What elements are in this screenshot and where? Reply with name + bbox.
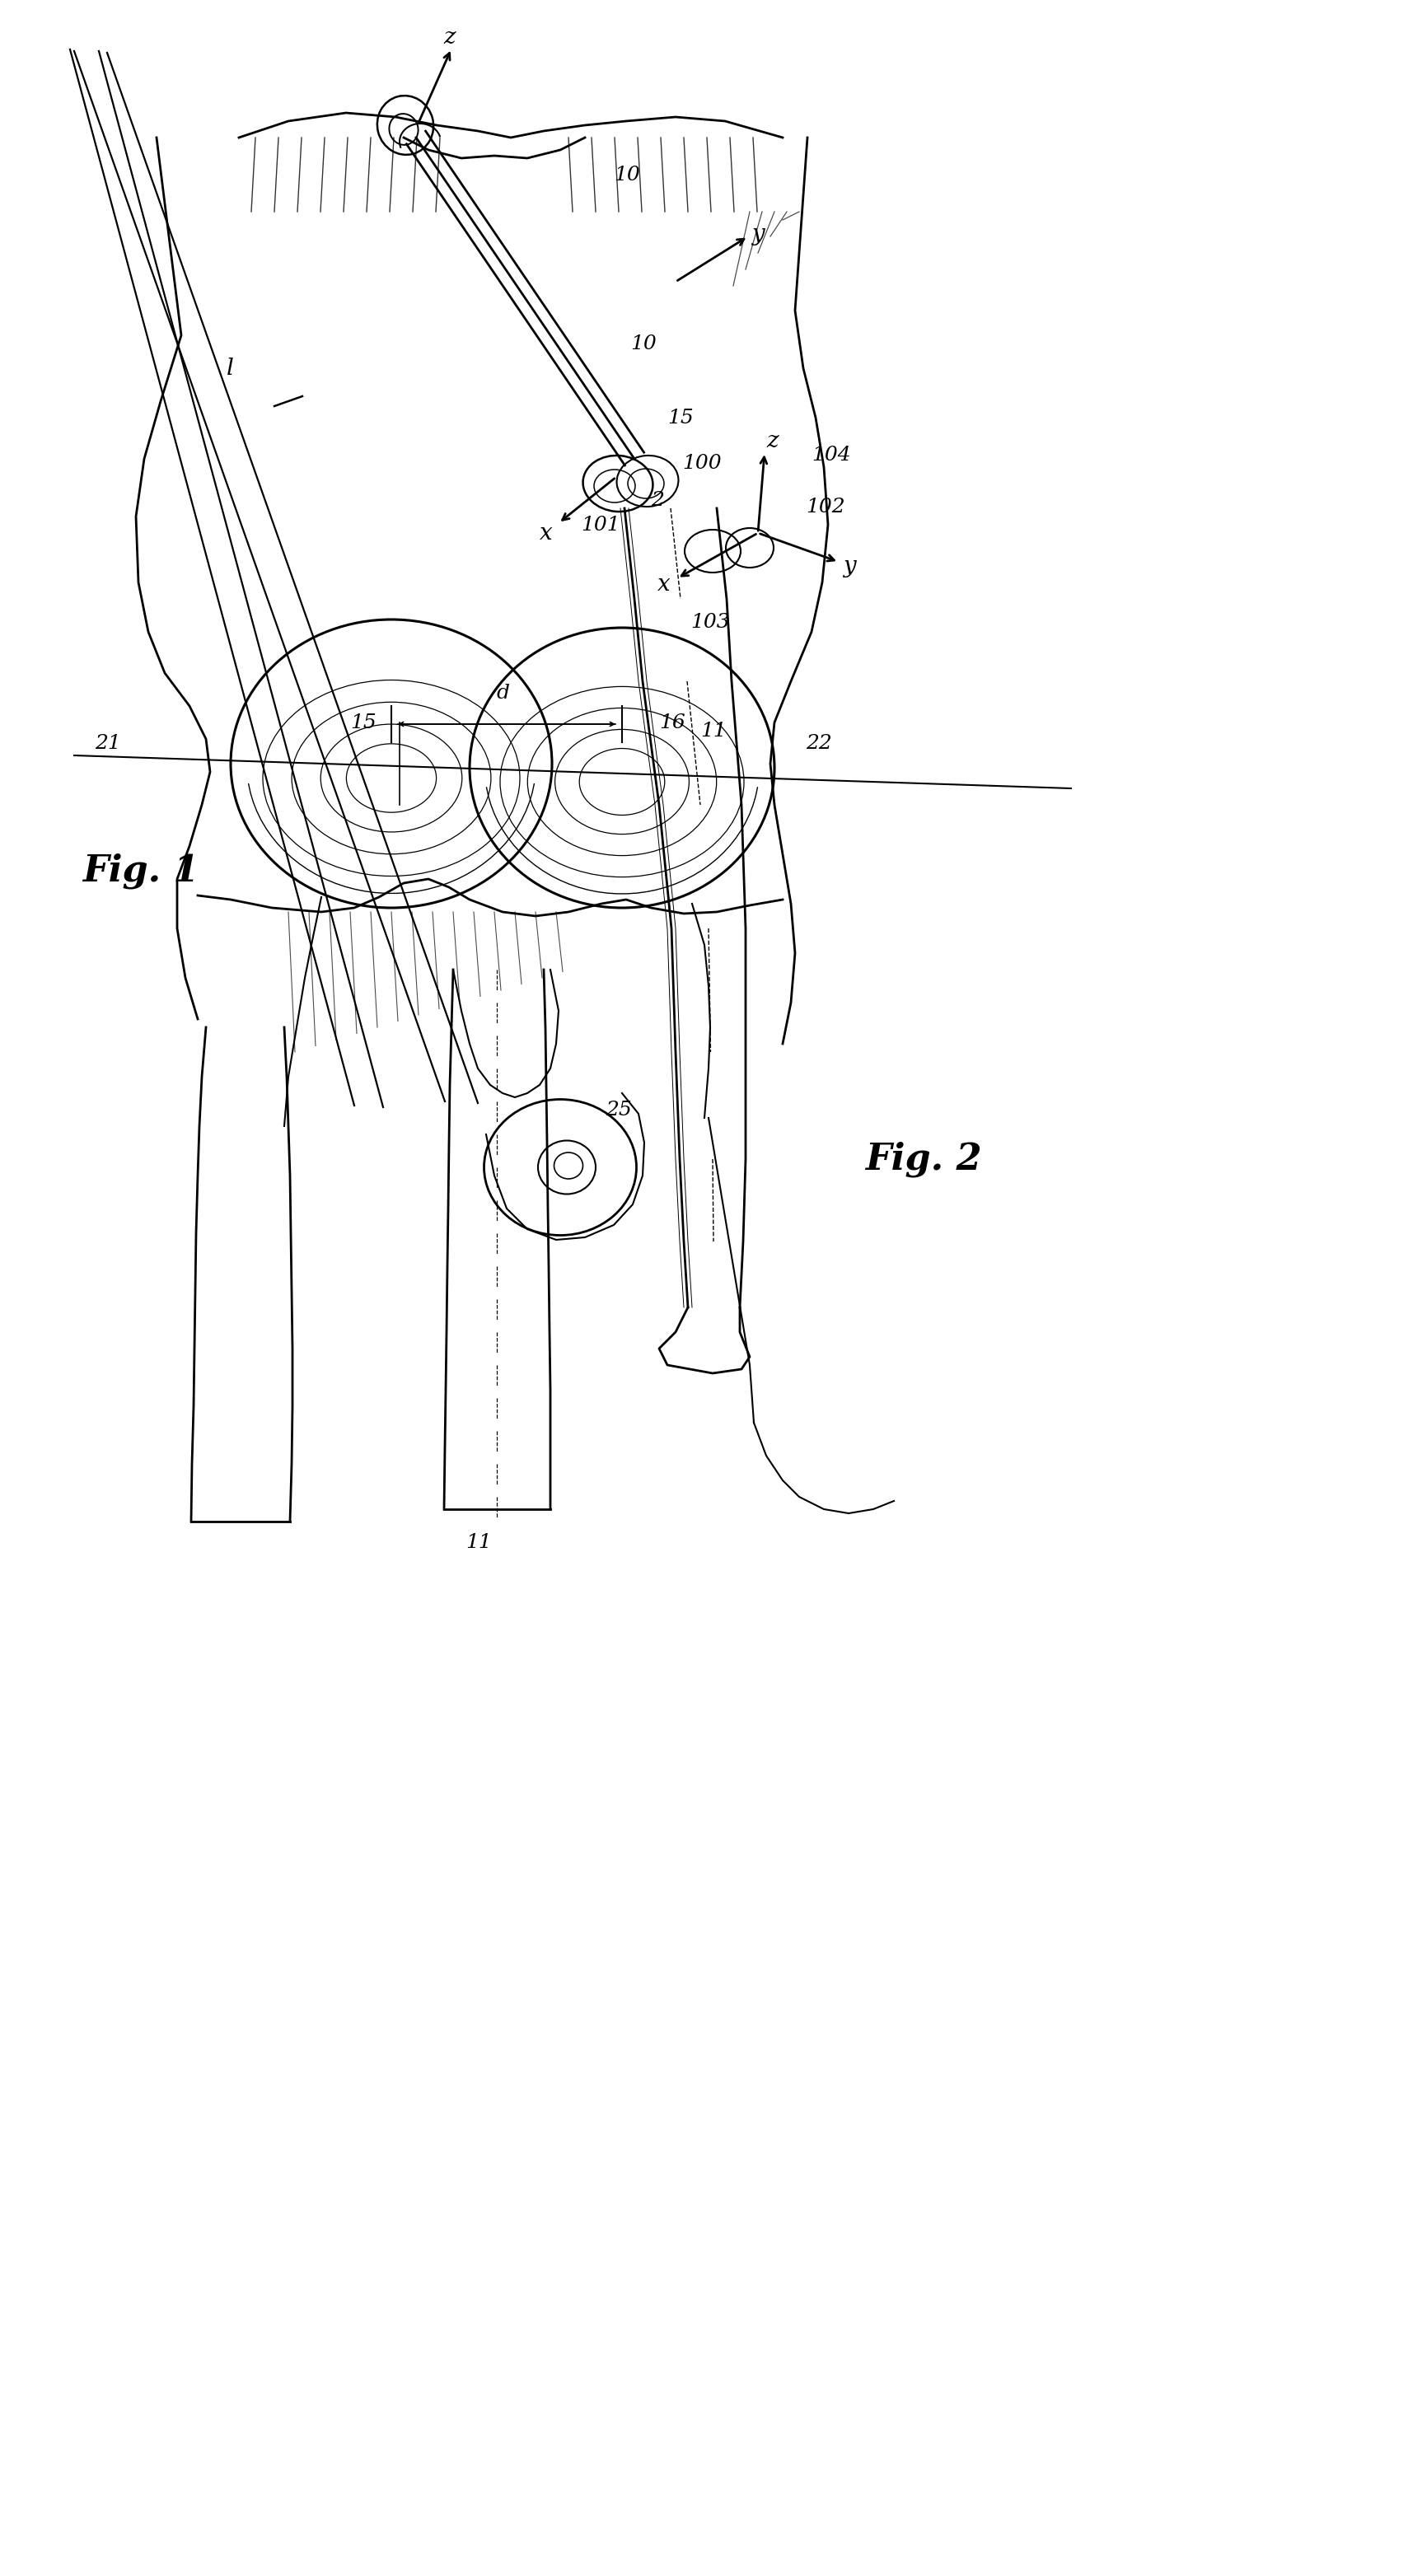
Text: 10: 10 [614,165,641,183]
Text: 11: 11 [466,1533,491,1551]
Text: Fig. 1: Fig. 1 [83,853,199,889]
Text: 16: 16 [659,714,686,732]
Text: l: l [227,358,234,379]
Text: 2: 2 [650,489,665,510]
Text: 102: 102 [805,497,845,515]
Text: 25: 25 [605,1100,632,1118]
Text: x: x [658,572,670,595]
Text: 10: 10 [631,335,656,353]
Text: Fig. 2: Fig. 2 [865,1141,981,1177]
Text: z: z [444,26,455,49]
Text: y: y [752,224,765,245]
Text: 15: 15 [667,407,694,428]
Text: z: z [766,430,779,451]
Text: y: y [843,554,856,577]
Text: d: d [497,683,510,703]
Text: 103: 103 [690,613,729,631]
Text: 15: 15 [351,714,376,732]
Text: 22: 22 [805,734,832,752]
Text: x: x [539,523,552,544]
Text: 100: 100 [681,453,721,471]
Text: 21: 21 [94,734,121,752]
Text: 11: 11 [700,721,727,739]
Text: 101: 101 [582,515,620,533]
Text: 104: 104 [811,446,850,464]
